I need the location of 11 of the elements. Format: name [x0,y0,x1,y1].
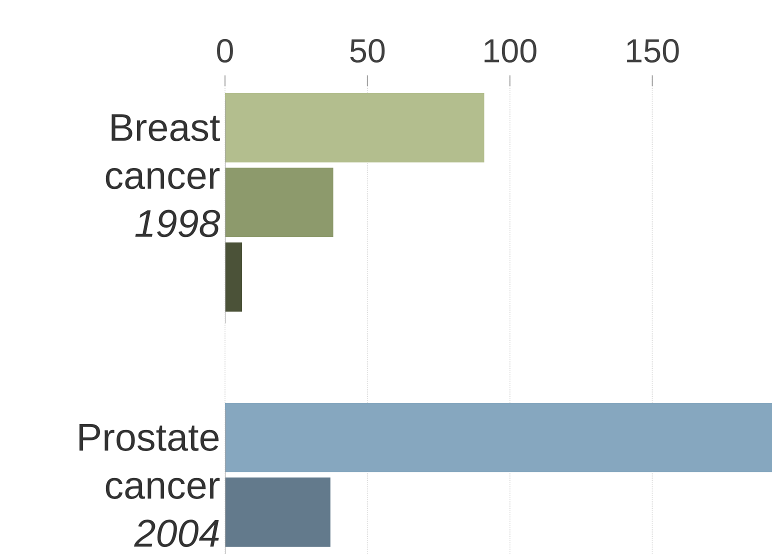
bar [225,168,334,238]
bar [225,402,772,472]
x-tick-label: 50 [350,39,385,63]
bar [225,242,242,312]
x-tick-label: 0 [217,39,233,63]
x-tick-label: 150 [627,39,679,63]
y-tick-label: Breast cancer 1998 [106,114,220,238]
bar [225,93,484,162]
y-tick-label: Prostate cancer 2004 [79,424,220,547]
bar [225,478,330,547]
x-tick-label: 100 [484,39,536,63]
